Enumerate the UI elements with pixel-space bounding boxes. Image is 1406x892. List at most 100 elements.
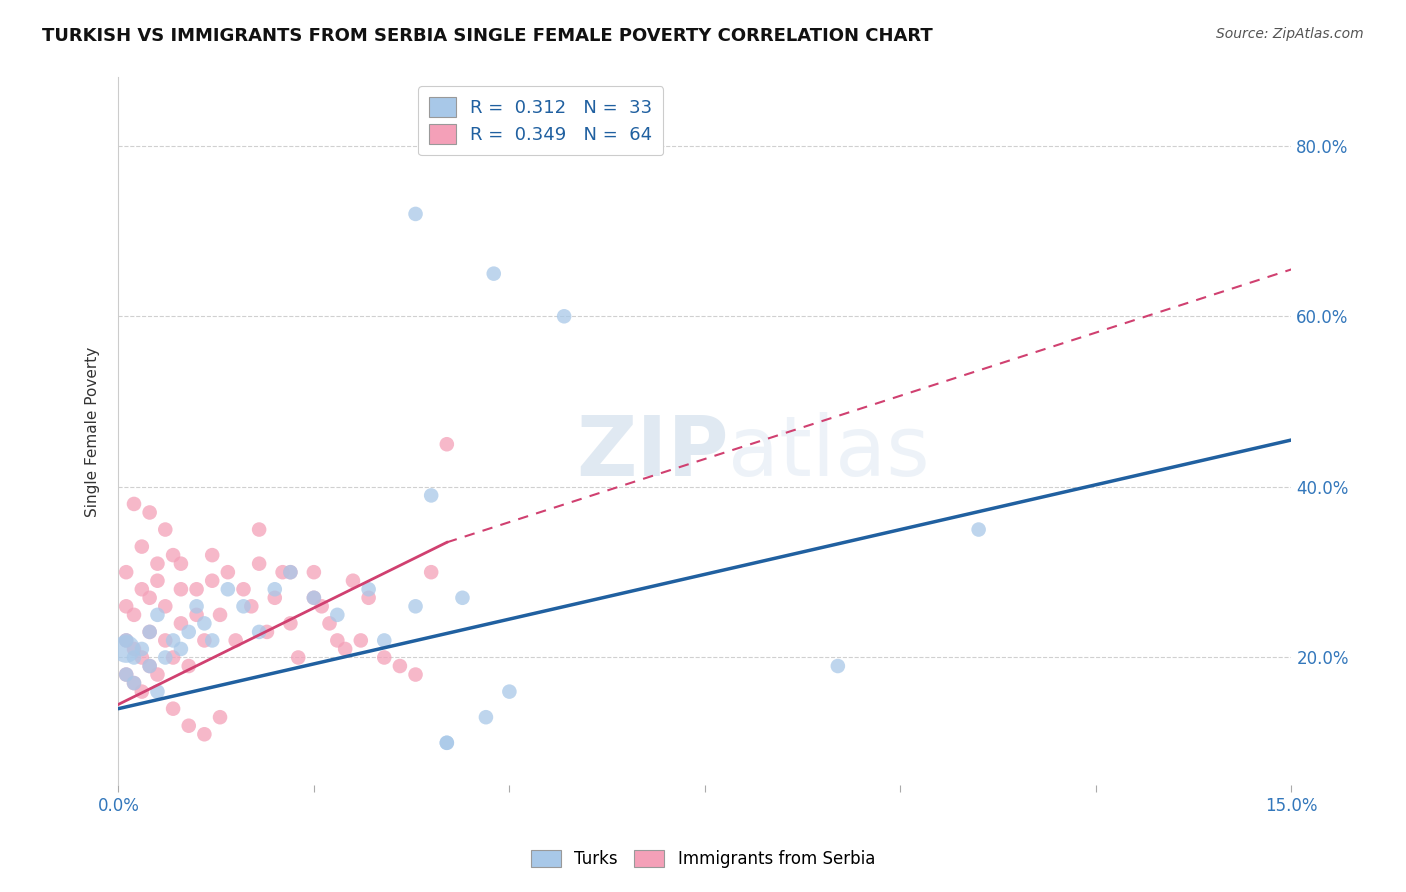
Point — [115, 667, 138, 681]
Point — [342, 574, 364, 588]
Point — [280, 565, 302, 579]
Point — [146, 574, 169, 588]
Point — [138, 624, 160, 639]
Point — [115, 599, 138, 614]
Point — [967, 523, 990, 537]
Point — [115, 667, 138, 681]
Text: Source: ZipAtlas.com: Source: ZipAtlas.com — [1216, 27, 1364, 41]
Point — [115, 633, 138, 648]
Point — [326, 607, 349, 622]
Point — [280, 616, 302, 631]
Point — [115, 565, 138, 579]
Point — [201, 574, 224, 588]
Point — [115, 642, 138, 657]
Point — [170, 557, 193, 571]
Point — [318, 616, 340, 631]
Point — [138, 624, 160, 639]
Point — [240, 599, 263, 614]
Point — [170, 642, 193, 657]
Point — [131, 650, 153, 665]
Point — [146, 684, 169, 698]
Point — [482, 267, 505, 281]
Point — [162, 650, 184, 665]
Point — [357, 591, 380, 605]
Point — [138, 659, 160, 673]
Point — [247, 523, 270, 537]
Point — [162, 548, 184, 562]
Point — [436, 736, 458, 750]
Point — [263, 582, 285, 597]
Point — [138, 591, 160, 605]
Point — [553, 310, 575, 324]
Point — [146, 557, 169, 571]
Point — [170, 582, 193, 597]
Point — [333, 642, 356, 657]
Point — [115, 633, 138, 648]
Point — [201, 548, 224, 562]
Point — [256, 624, 278, 639]
Point — [326, 633, 349, 648]
Point — [208, 607, 231, 622]
Point — [405, 207, 427, 221]
Point — [131, 582, 153, 597]
Point — [451, 591, 474, 605]
Point — [122, 676, 145, 690]
Point — [350, 633, 373, 648]
Point — [827, 659, 849, 673]
Point — [177, 719, 200, 733]
Point — [302, 591, 325, 605]
Point — [302, 565, 325, 579]
Point — [498, 684, 520, 698]
Point — [193, 616, 215, 631]
Point — [247, 557, 270, 571]
Point — [373, 633, 395, 648]
Point — [122, 607, 145, 622]
Point — [232, 582, 254, 597]
Point — [436, 437, 458, 451]
Point — [146, 607, 169, 622]
Point — [420, 488, 443, 502]
Point — [122, 497, 145, 511]
Point — [247, 624, 270, 639]
Point — [357, 582, 380, 597]
Point — [193, 727, 215, 741]
Point — [475, 710, 498, 724]
Point — [225, 633, 247, 648]
Point — [405, 667, 427, 681]
Text: atlas: atlas — [728, 412, 931, 493]
Y-axis label: Single Female Poverty: Single Female Poverty — [86, 346, 100, 516]
Point — [122, 642, 145, 657]
Point — [131, 684, 153, 698]
Point — [193, 633, 215, 648]
Point — [138, 506, 160, 520]
Point — [420, 565, 443, 579]
Point — [436, 736, 458, 750]
Point — [217, 582, 239, 597]
Point — [155, 599, 177, 614]
Point — [170, 616, 193, 631]
Text: ZIP: ZIP — [576, 412, 728, 493]
Point — [287, 650, 309, 665]
Point — [217, 565, 239, 579]
Legend: Turks, Immigrants from Serbia: Turks, Immigrants from Serbia — [524, 843, 882, 875]
Point — [302, 591, 325, 605]
Point — [263, 591, 285, 605]
Point — [155, 633, 177, 648]
Point — [162, 633, 184, 648]
Point — [373, 650, 395, 665]
Point — [280, 565, 302, 579]
Point — [131, 540, 153, 554]
Point — [131, 642, 153, 657]
Point — [122, 676, 145, 690]
Point — [208, 710, 231, 724]
Point — [146, 667, 169, 681]
Point — [177, 624, 200, 639]
Point — [405, 599, 427, 614]
Point — [186, 582, 208, 597]
Legend: R =  0.312   N =  33, R =  0.349   N =  64: R = 0.312 N = 33, R = 0.349 N = 64 — [418, 87, 664, 155]
Text: TURKISH VS IMMIGRANTS FROM SERBIA SINGLE FEMALE POVERTY CORRELATION CHART: TURKISH VS IMMIGRANTS FROM SERBIA SINGLE… — [42, 27, 934, 45]
Point — [201, 633, 224, 648]
Point — [122, 650, 145, 665]
Point — [186, 607, 208, 622]
Point — [271, 565, 294, 579]
